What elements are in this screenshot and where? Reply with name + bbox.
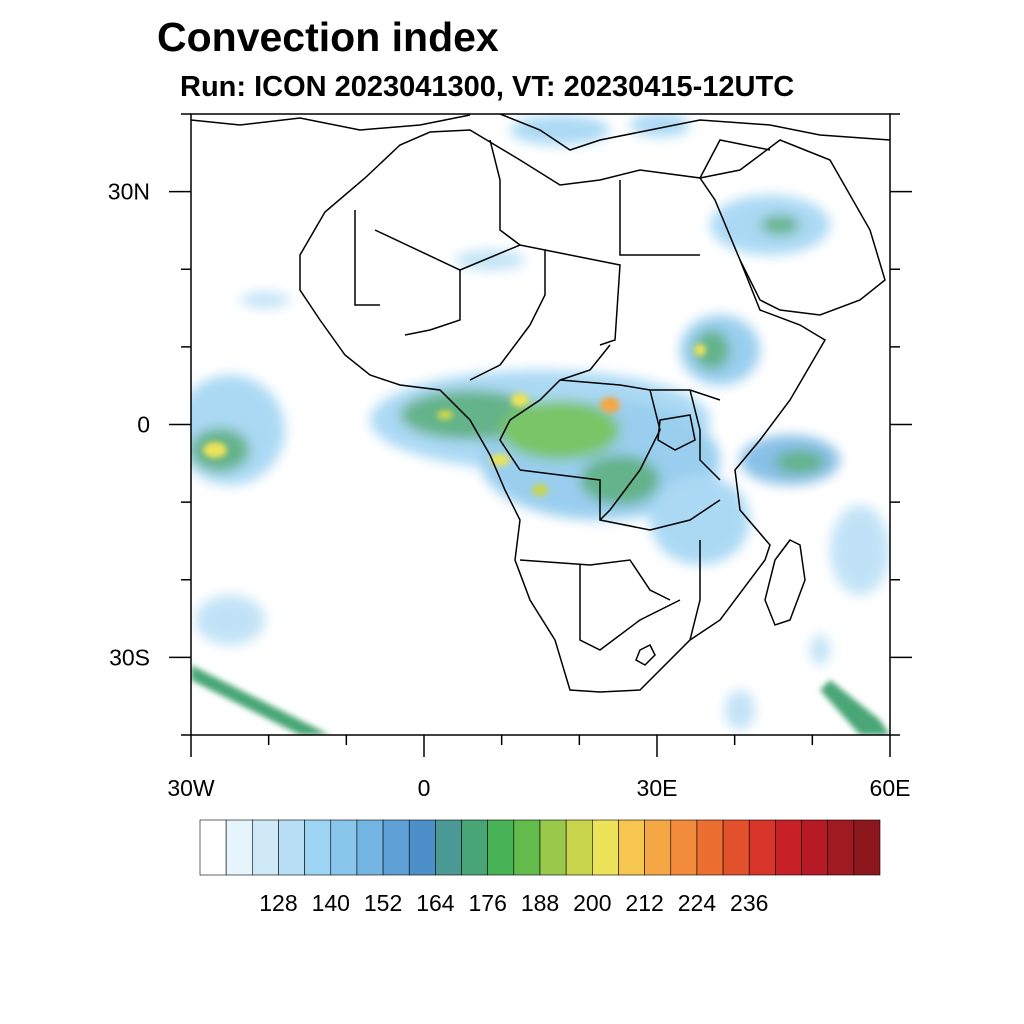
run-subtitle: Run: ICON 2023041300, VT: 20230415-12UTC [180, 71, 795, 103]
colorbar-label: 176 [468, 890, 507, 916]
colorbar-swatch [539, 819, 567, 876]
colorbar-swatch [644, 819, 672, 876]
lon-label-60e: 60E [869, 775, 911, 801]
colorbar-swatch [853, 819, 881, 876]
colorbar-swatch [722, 819, 750, 876]
colorbar-swatch [408, 819, 436, 876]
borders [191, 114, 890, 693]
colorbar-label: 164 [416, 890, 455, 916]
colorbar-label: 212 [625, 890, 664, 916]
colorbar-swatch [565, 819, 593, 876]
axis-ticks [169, 113, 912, 757]
lon-label-30w: 30W [167, 775, 215, 801]
colorbar-swatch [827, 819, 855, 876]
colorbar-swatch [461, 819, 488, 876]
colorbar-label: 224 [677, 890, 717, 916]
colorbar-swatch [435, 819, 462, 876]
colorbar-swatch [618, 819, 645, 876]
colorbar-swatch [670, 819, 698, 876]
convection-field [191, 114, 890, 735]
colorbar-swatch [487, 819, 515, 876]
colorbar-swatch [304, 819, 332, 876]
lon-label-0: 0 [417, 775, 431, 801]
colorbar-swatch [775, 819, 802, 876]
colorbar-swatch [252, 819, 279, 876]
colorbar-swatch [278, 819, 305, 876]
colorbar-swatch [748, 819, 776, 876]
colorbar-swatch [801, 819, 828, 876]
colorbar-swatch [356, 819, 384, 876]
lat-label-0: 0 [137, 411, 150, 438]
colorbar-swatch [330, 819, 358, 876]
colorbar-swatch [199, 819, 227, 876]
colorbar-label: 152 [363, 890, 403, 916]
colorbar-swatch [513, 819, 541, 876]
colorbar-label: 200 [573, 890, 612, 916]
colorbar-label: 128 [259, 890, 298, 916]
lon-label-30e: 30E [636, 775, 678, 801]
plot-title: Convection index [157, 14, 499, 60]
colorbar-swatch [592, 819, 619, 876]
colorbar-label: 236 [730, 890, 769, 916]
colorbar-label: 140 [311, 890, 350, 916]
colorbar-swatch [225, 819, 253, 876]
lat-label-30n: 30N [107, 178, 150, 205]
colorbar [199, 819, 881, 876]
colorbar-swatch [696, 819, 724, 876]
colorbar-label: 188 [520, 890, 560, 916]
lat-label-30s: 30S [109, 644, 150, 671]
colorbar-swatch [382, 819, 410, 876]
